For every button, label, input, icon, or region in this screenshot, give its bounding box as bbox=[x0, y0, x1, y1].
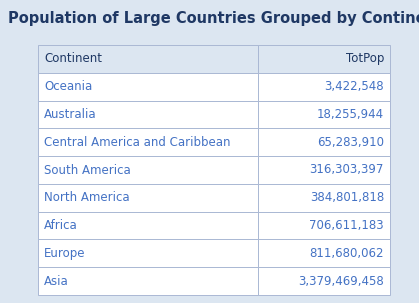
Bar bbox=[258, 101, 390, 128]
Bar bbox=[258, 267, 390, 295]
Bar bbox=[258, 239, 390, 267]
Text: 3,379,469,458: 3,379,469,458 bbox=[298, 275, 384, 288]
Bar bbox=[258, 156, 390, 184]
Text: 811,680,062: 811,680,062 bbox=[310, 247, 384, 260]
Bar bbox=[258, 45, 390, 73]
Text: Central America and Caribbean: Central America and Caribbean bbox=[44, 136, 230, 149]
Text: Continent: Continent bbox=[44, 52, 102, 65]
Bar bbox=[38, 128, 258, 156]
Text: 3,422,548: 3,422,548 bbox=[324, 80, 384, 93]
Text: Oceania: Oceania bbox=[44, 80, 92, 93]
Text: TotPop: TotPop bbox=[346, 52, 384, 65]
Bar bbox=[38, 101, 258, 128]
Bar bbox=[258, 212, 390, 239]
Text: North America: North America bbox=[44, 191, 129, 204]
Text: 706,611,183: 706,611,183 bbox=[309, 219, 384, 232]
Bar bbox=[38, 212, 258, 239]
Bar bbox=[258, 128, 390, 156]
Bar bbox=[38, 184, 258, 212]
Bar bbox=[38, 239, 258, 267]
Text: Population of Large Countries Grouped by Continent: Population of Large Countries Grouped by… bbox=[8, 11, 419, 25]
Text: Europe: Europe bbox=[44, 247, 85, 260]
Text: 18,255,944: 18,255,944 bbox=[317, 108, 384, 121]
Bar bbox=[38, 156, 258, 184]
Text: South America: South America bbox=[44, 164, 131, 177]
Text: 384,801,818: 384,801,818 bbox=[310, 191, 384, 204]
Text: Asia: Asia bbox=[44, 275, 69, 288]
Bar bbox=[38, 45, 258, 73]
Text: Africa: Africa bbox=[44, 219, 78, 232]
Text: Australia: Australia bbox=[44, 108, 97, 121]
Bar bbox=[258, 184, 390, 212]
Bar bbox=[38, 73, 258, 101]
Text: 316,303,397: 316,303,397 bbox=[310, 164, 384, 177]
Text: 65,283,910: 65,283,910 bbox=[317, 136, 384, 149]
Bar bbox=[258, 73, 390, 101]
Bar bbox=[38, 267, 258, 295]
